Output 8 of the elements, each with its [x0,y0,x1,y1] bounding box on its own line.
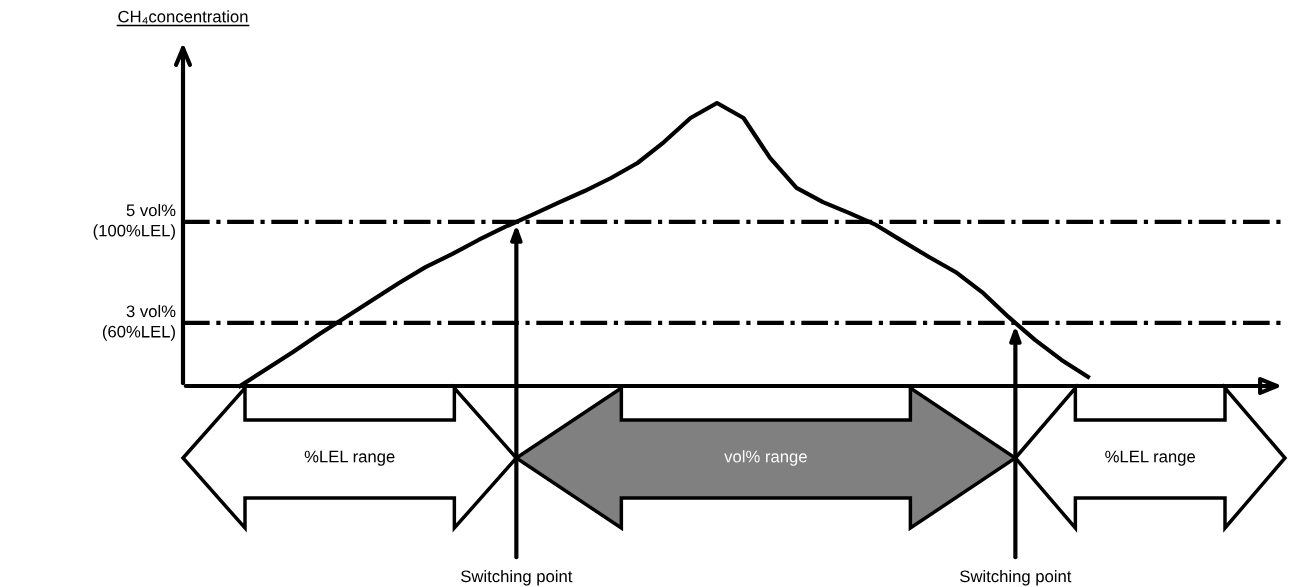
ref-line-label: 3 vol% (60%LEL) [102,304,176,341]
text: %LEL range [1105,450,1195,466]
text: Switching point [960,570,1072,586]
text: vol% range [724,450,807,466]
text: Switching point [461,570,573,586]
y-axis-title: CH₄concentration [118,10,248,24]
ref-line-label: 5 vol% (100%LEL) [93,203,176,240]
text: %LEL range [304,450,395,466]
